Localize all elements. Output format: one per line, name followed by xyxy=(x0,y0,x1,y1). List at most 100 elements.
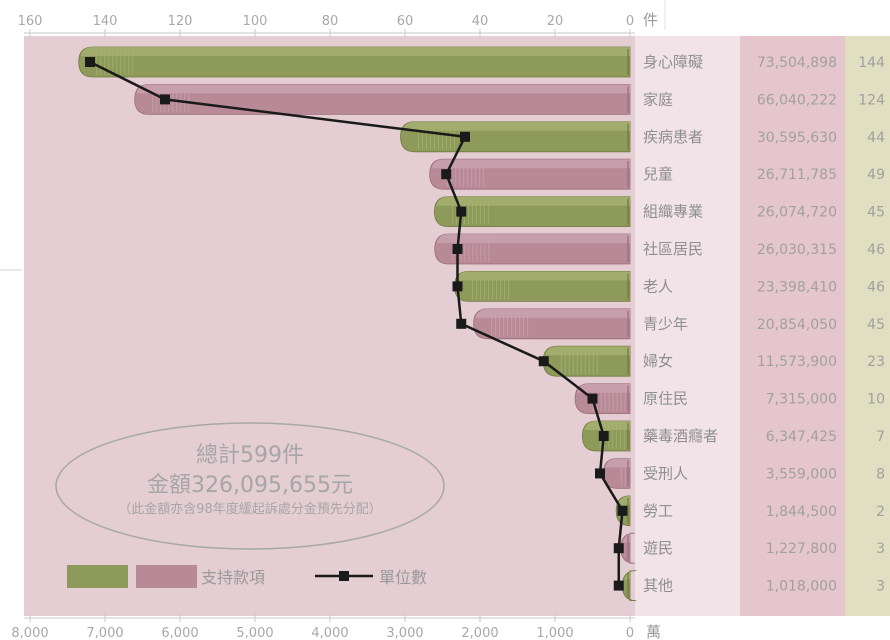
category-label: 青少年 xyxy=(643,315,688,333)
legend-swatch-green xyxy=(67,565,128,588)
category-label: 家庭 xyxy=(643,90,673,108)
count-label: 2 xyxy=(876,504,885,520)
top-axis: 件 160 140 120 100 80 60 40 20 0 xyxy=(18,11,658,37)
bottom-axis-tick-label: 0 xyxy=(626,626,634,640)
amount-label: 26,074,720 xyxy=(757,205,837,221)
amount-label: 30,595,630 xyxy=(757,130,837,146)
category-label: 遊民 xyxy=(643,539,673,557)
bottom-axis-tick-label: 1,000 xyxy=(536,626,573,640)
amount-label: 20,854,050 xyxy=(757,317,837,333)
total-annotation: 總計599件 金額326,095,655元 （此金額亦含98年度緩起訴處分金預先… xyxy=(55,422,445,550)
unit-count-point xyxy=(452,244,463,254)
top-axis-tick-label: 60 xyxy=(397,14,414,29)
count-label: 3 xyxy=(876,579,885,595)
legend-marker xyxy=(339,571,349,581)
bottom-axis-tick-label: 2,000 xyxy=(461,626,498,640)
count-label: 124 xyxy=(858,92,885,108)
amount-label: 66,040,222 xyxy=(757,92,837,108)
count-label: 44 xyxy=(867,130,885,146)
bottom-axis: 萬 8,000 7,000 6,000 5,000 4,000 3,000 2,000 1,0… xyxy=(11,614,661,640)
bar xyxy=(134,84,631,115)
amount-label: 6,347,425 xyxy=(766,429,837,445)
bar xyxy=(434,233,631,265)
count-label: 45 xyxy=(867,205,885,221)
row-labels-group: 身心障礙 73,504,898 144 家庭 66,040,222 124 疾病患者 30,5… xyxy=(643,53,885,595)
bar xyxy=(621,570,637,601)
top-axis-tick-label: 20 xyxy=(547,14,564,29)
unit-count-point xyxy=(598,431,609,441)
count-label: 144 xyxy=(858,55,885,71)
count-label: 49 xyxy=(867,167,885,183)
count-label: 45 xyxy=(867,317,885,333)
amount-label: 1,018,000 xyxy=(766,579,837,595)
category-label: 其他 xyxy=(643,577,673,595)
top-axis-tick-label: 120 xyxy=(168,14,193,29)
bar xyxy=(400,121,631,153)
unit-count-line xyxy=(85,57,628,591)
bottom-axis-tick-label: 3,000 xyxy=(386,626,423,640)
unit-count-point xyxy=(456,206,467,217)
category-label: 老人 xyxy=(643,277,673,295)
amount-label: 7,315,000 xyxy=(766,392,837,408)
top-axis-tick-label: 0 xyxy=(626,14,634,29)
bar xyxy=(78,46,631,78)
category-column-bg xyxy=(635,36,740,616)
unit-count-point xyxy=(452,281,463,292)
unit-count-point xyxy=(587,393,598,404)
count-label: 7 xyxy=(876,429,885,445)
top-axis-tick-label: 160 xyxy=(18,14,43,29)
top-axis-tick-label: 80 xyxy=(322,14,339,29)
category-label: 社區居民 xyxy=(643,240,703,258)
category-label: 藥毒酒癮者 xyxy=(643,427,718,445)
bar xyxy=(574,383,631,414)
top-axis-tick-label: 100 xyxy=(243,14,268,29)
legend-swatch-pink xyxy=(136,565,197,588)
top-axis-tick-label: 140 xyxy=(93,14,118,29)
bar xyxy=(620,532,635,564)
unit-count-point xyxy=(613,580,624,591)
unit-count-point xyxy=(456,318,467,329)
category-label: 身心障礙 xyxy=(643,53,703,71)
bar xyxy=(542,345,631,377)
top-axis-unit: 件 xyxy=(643,11,658,29)
category-label: 受刑人 xyxy=(643,464,688,482)
top-axis-tick-label: 40 xyxy=(472,14,489,29)
bottom-axis-tick-label: 6,000 xyxy=(161,626,198,640)
count-label: 46 xyxy=(867,242,885,258)
legend-label-amount: 支持款項 xyxy=(201,568,265,587)
amount-column-bg xyxy=(740,36,845,616)
unit-count-point xyxy=(595,468,605,479)
count-label: 10 xyxy=(867,392,885,408)
bar xyxy=(473,308,631,340)
bottom-axis-tick-label: 7,000 xyxy=(86,626,123,640)
category-label: 勞工 xyxy=(643,502,673,520)
category-label: 兒童 xyxy=(643,165,673,183)
amount-label: 26,711,785 xyxy=(757,167,837,183)
amount-label: 11,573,900 xyxy=(757,354,837,370)
amount-label: 23,398,410 xyxy=(757,279,837,295)
unit-count-point xyxy=(617,505,628,516)
category-label: 疾病患者 xyxy=(643,128,703,146)
bar xyxy=(454,271,631,302)
unit-count-point xyxy=(460,131,470,142)
unit-count-point xyxy=(441,169,452,180)
count-label: 3 xyxy=(876,541,885,557)
count-column-bg xyxy=(845,36,890,616)
unit-count-point xyxy=(85,57,95,67)
total-ellipse xyxy=(55,422,445,550)
bottom-axis-unit: 萬 xyxy=(646,623,661,640)
bar xyxy=(602,458,631,489)
amount-label: 3,559,000 xyxy=(766,466,837,482)
total-amount: 金額326,095,655元 xyxy=(147,473,353,498)
bottom-axis-tick-label: 5,000 xyxy=(236,626,273,640)
amount-label: 1,844,500 xyxy=(766,504,837,520)
amount-label: 1,227,800 xyxy=(766,541,837,557)
amount-label: 73,504,898 xyxy=(757,55,837,71)
bottom-axis-tick-label: 4,000 xyxy=(311,626,348,640)
legend-label-count: 單位數 xyxy=(379,568,427,587)
total-count: 總計599件 xyxy=(196,443,304,468)
bar xyxy=(429,158,631,190)
count-label: 46 xyxy=(867,279,885,295)
category-label: 原住民 xyxy=(643,390,688,408)
